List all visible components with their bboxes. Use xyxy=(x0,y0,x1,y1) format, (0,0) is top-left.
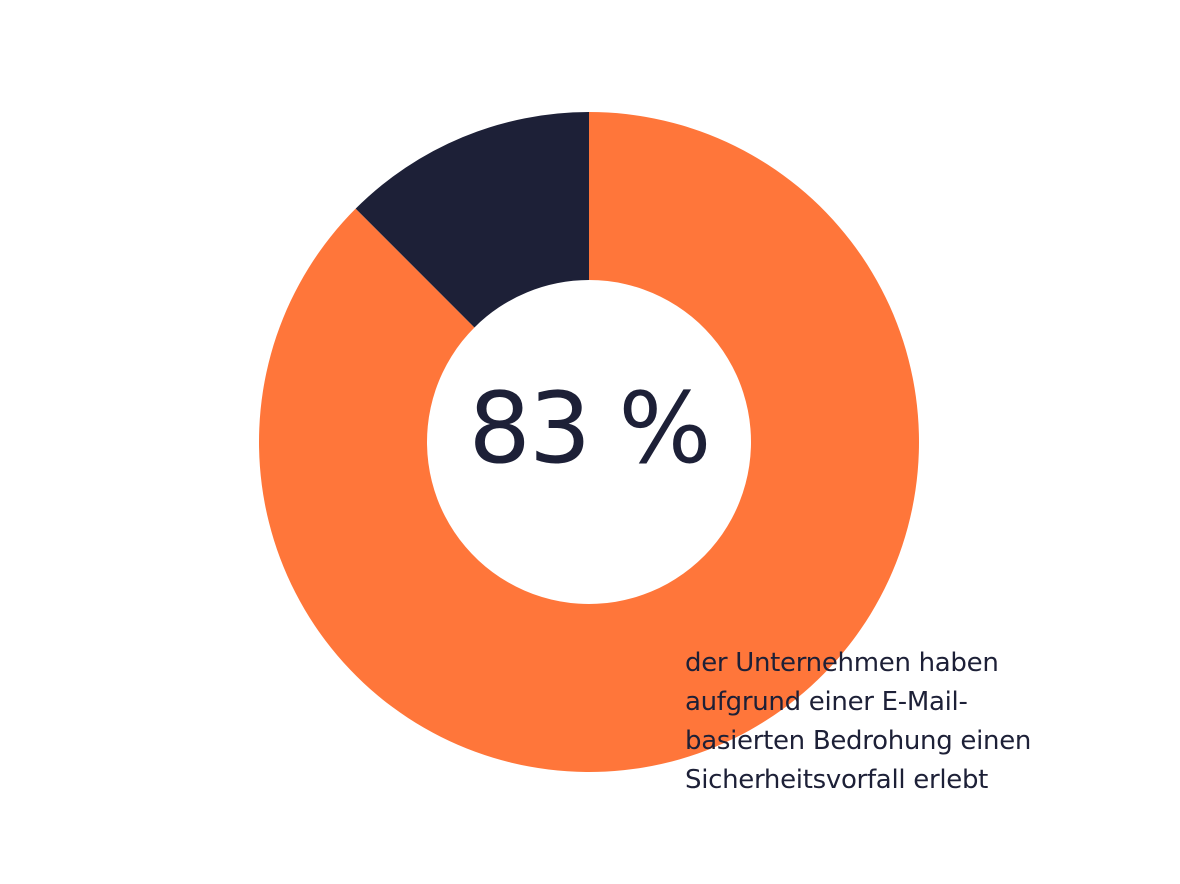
caption-line-1: der Unternehmen haben xyxy=(685,648,999,678)
chart-caption: der Unternehmen haben aufgrund einer E-M… xyxy=(685,644,1085,800)
caption-line-4: Sicherheitsvorfall erlebt xyxy=(685,765,989,795)
center-percentage-label: 83 % xyxy=(468,372,712,486)
caption-line-2: aufgrund einer E-Mail- xyxy=(685,687,968,717)
donut-slice-2 xyxy=(355,112,589,328)
caption-line-3: basierten Bedrohung einen xyxy=(685,726,1032,756)
